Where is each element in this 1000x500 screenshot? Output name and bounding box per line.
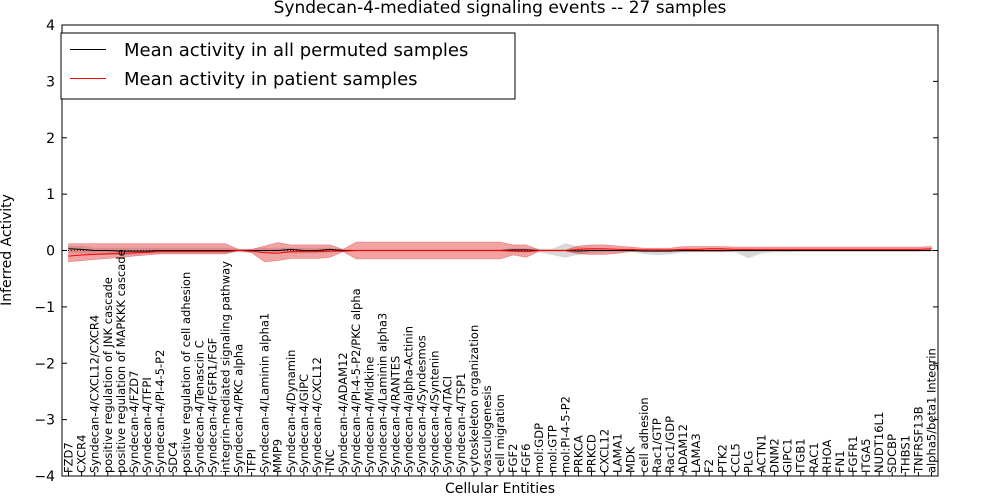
series-line-patient — [68, 248, 932, 257]
x-tick-label: alpha5/beta1 Integrin — [925, 348, 939, 473]
x-tick-label: ACTN1 — [755, 434, 769, 473]
legend-label-permuted: Mean activity in all permuted samples — [124, 40, 468, 61]
x-tick-label: RHOA — [820, 440, 834, 473]
x-tick-label: PLG — [741, 451, 755, 473]
x-tick-label: Syndecan-4/TACI — [441, 376, 455, 473]
x-tick-label: Syndecan-4/Midkine — [362, 357, 376, 473]
x-tick-label: SDC4 — [166, 441, 180, 473]
x-tick-label: Syndecan-4/Tenascin C — [192, 340, 206, 473]
x-tick-label: cell adhesion — [637, 397, 651, 473]
x-tick-label: Syndecan-4/PKC alpha — [232, 344, 246, 473]
x-tick-label: Syndecan-4/TSP1 — [454, 373, 468, 473]
x-tick-label: FGFR1 — [846, 436, 860, 473]
y-tick-label: 3 — [46, 74, 55, 90]
x-tick-label: Syndecan-4/FZD7 — [127, 371, 141, 473]
y-axis-label: Inferred Activity — [0, 194, 15, 306]
x-tick-label: FZD7 — [62, 442, 76, 473]
x-tick-label: integrin-mediated signaling pathway — [218, 261, 232, 473]
y-tick-label: −3 — [34, 413, 55, 429]
x-tick-label: TFPI — [245, 449, 259, 474]
y-tick-label: 0 — [46, 244, 55, 260]
y-tick-label: −2 — [34, 356, 55, 372]
x-tick-label: Syndecan-4/CXCL12 — [310, 357, 324, 473]
x-tick-label: SDCBP — [885, 434, 899, 473]
x-tick-label: Syndecan-4/RANTES — [388, 356, 402, 473]
x-tick-label: FGF6 — [519, 444, 533, 473]
x-tick-label: ITGA5 — [859, 438, 873, 473]
x-tick-label: PTK2 — [715, 444, 729, 473]
x-tick-label: LAMA1 — [611, 433, 625, 473]
x-tick-label: FN1 — [833, 450, 847, 473]
x-tick-label: Rac1/GDP — [663, 416, 677, 473]
x-tick-label: cytoskeleton organization — [467, 325, 481, 473]
x-tick-label: Syndecan-4/CXCL12/CXCR4 — [88, 315, 102, 473]
y-tick-label: −1 — [34, 300, 55, 316]
x-tick-label: TNFRSF13B — [911, 406, 925, 474]
x-tick-label: LAMA3 — [689, 433, 703, 473]
x-tick-label: FGF2 — [506, 444, 520, 473]
x-tick-label: TNC — [323, 449, 337, 474]
legend-frame — [60, 32, 516, 100]
x-tick-label: Syndecan-4/Dynamin — [284, 350, 298, 473]
x-tick-label: MMP9 — [271, 439, 285, 473]
x-tick-label: RAC1 — [807, 442, 821, 473]
x-tick-label: THBS1 — [898, 435, 912, 474]
x-axis-label: Cellular Entities — [445, 481, 555, 497]
x-tick-label: Syndecan-4/GIPC — [297, 374, 311, 473]
x-tick-label: Syndecan-4/TFPI — [140, 377, 154, 473]
x-tick-label: Syndecan-4/Syndesmos — [415, 335, 429, 473]
x-tick-label: mol:GDP — [532, 423, 546, 473]
plot-area: 4 3 2 1 0 −1 −2 −3 −4 FZD7 CXCR4 Syndecan-4/CXCL12/… — [34, 18, 939, 485]
x-tick-label: positive regulation of cell adhesion — [179, 272, 193, 473]
x-tick-label: positive regulation of JNK cascade — [101, 277, 115, 473]
x-tick-label: NUDT16L1 — [872, 412, 886, 473]
y-tick-label: 4 — [46, 18, 55, 34]
y-tick-label: 1 — [46, 187, 55, 203]
x-tick-label: Syndecan-4/PI-4-5-P2/PKC alpha — [349, 288, 363, 473]
x-tick-label: ITGB1 — [794, 438, 808, 473]
x-tick-label: cell migration — [493, 394, 507, 473]
x-tick-label: Syndecan-4/ADAM12 — [336, 352, 350, 473]
y-tick-label: −4 — [34, 469, 55, 485]
x-tick-label: mol:GTP — [545, 425, 559, 473]
x-tick-label: vasculogenesis — [480, 385, 494, 473]
chart-title: Syndecan-4-mediated signaling events -- … — [274, 0, 727, 18]
x-tick-label: PRKCD — [585, 434, 599, 473]
x-tick-label: ADAM12 — [676, 424, 690, 473]
x-tick-label: Rac1/GTP — [650, 418, 664, 473]
x-tick-label: Syndecan-4/Laminin alpha1 — [258, 313, 272, 473]
x-tick-label: CXCR4 — [75, 435, 89, 473]
x-tick-label: Syndecan-4/Syntenin — [428, 350, 442, 473]
x-tick-label: Syndecan-4/Laminin alpha3 — [375, 313, 389, 473]
x-tick-label: PRKCA — [571, 435, 585, 473]
legend-label-patient: Mean activity in patient samples — [124, 69, 418, 90]
x-tick-label: Syndecan-4/FGFR1/FGF — [205, 338, 219, 473]
x-tick-label: Syndecan-4/PI-4-5-P2 — [153, 350, 167, 473]
x-tick-label: F2 — [702, 459, 716, 473]
x-tick-label: GIPC1 — [781, 438, 795, 473]
x-tick-label: DNM2 — [768, 438, 782, 473]
x-tick-label: Syndecan-4/alpha-Actinin — [402, 326, 416, 473]
x-tick-label: positive regulation of MAPKKK cascade — [114, 249, 128, 473]
x-tick-label: mol:PI-4-5-P2 — [558, 396, 572, 473]
legend: Mean activity in all permuted samples Me… — [60, 32, 516, 100]
x-tick-label: MDK — [624, 446, 638, 473]
y-tick-label: 2 — [46, 131, 55, 147]
x-tick-label: CXCL12 — [598, 429, 612, 473]
x-tick-label: CCL5 — [728, 443, 742, 473]
